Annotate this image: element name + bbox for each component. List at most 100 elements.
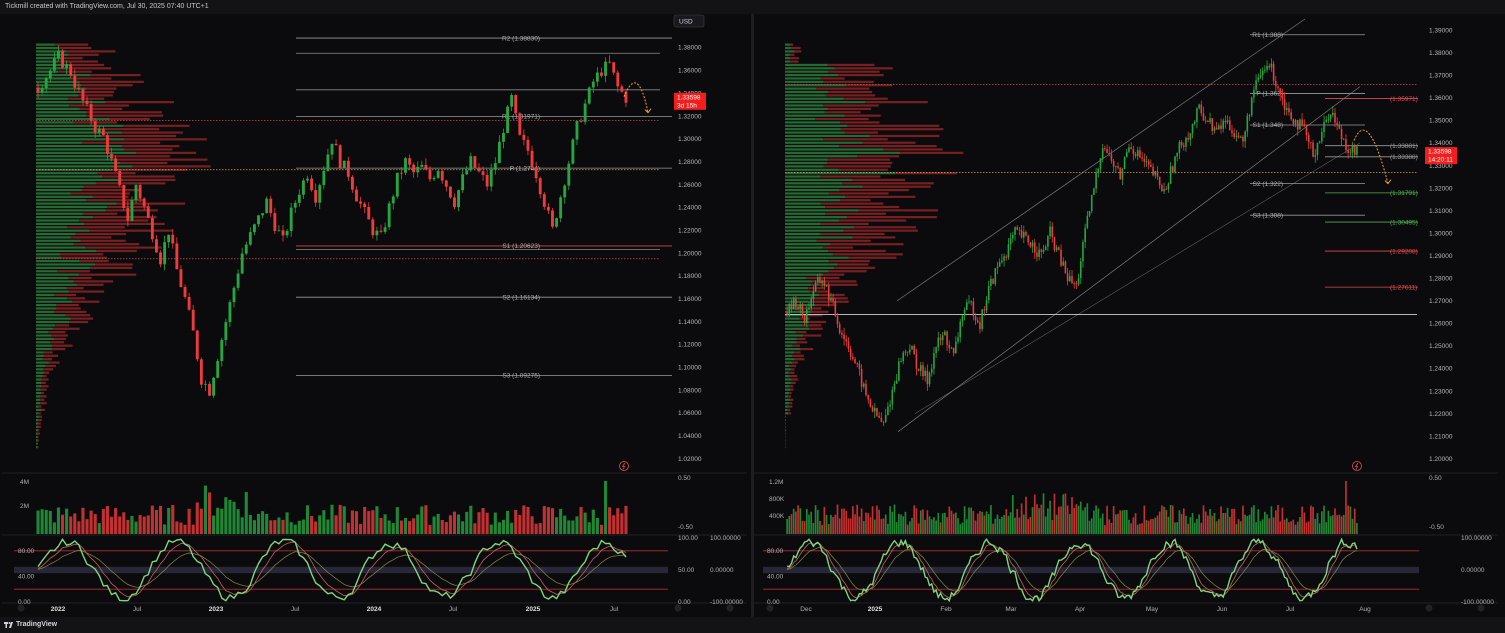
left-candle: [273, 207, 277, 234]
right-volume-bar: [1055, 514, 1058, 534]
right-volume-bar: [1274, 510, 1277, 534]
left-candle: [285, 229, 289, 238]
right-candle: [1009, 232, 1012, 251]
dual-chart-canvas[interactable]: R2 (1.38830)R1 (1.31971)P (1.2744)S1 (1.…: [0, 14, 1505, 617]
left-candle: [114, 155, 118, 172]
right-volume-bar: [972, 510, 975, 534]
right-candle: [1167, 182, 1170, 193]
left-volume-profile-down-bar: [75, 232, 127, 236]
left-candle: [567, 160, 571, 191]
right-volume-profile-up-bar: [785, 358, 795, 361]
right-candle: [832, 293, 834, 305]
right-candle-body: [1200, 104, 1203, 114]
right-candle-body: [1248, 115, 1251, 116]
right-candle: [1325, 115, 1328, 123]
right-candle: [1351, 141, 1354, 159]
left-volume-profile-down-bar: [41, 408, 45, 412]
right-level-label: (1.35971): [1390, 96, 1418, 103]
left-flash-icon: [619, 461, 629, 471]
left-volume-profile-down-bar: [67, 67, 112, 70]
left-time-axis-tick: Jul: [449, 606, 458, 613]
right-volume-profile-up-bar: [785, 57, 790, 60]
right-candle: [926, 364, 929, 391]
left-volume-bar: [518, 514, 522, 534]
right-candle-body: [1215, 127, 1218, 130]
left-candle: [57, 45, 60, 62]
right-volume-bar: [1033, 494, 1036, 534]
left-volume-bar: [44, 509, 48, 534]
left-candle-body: [69, 64, 73, 76]
right-candle: [1044, 244, 1047, 251]
right-volume-profile-up-bar: [785, 182, 843, 185]
right-candle-body: [915, 354, 918, 369]
right-candle-body: [1349, 152, 1352, 154]
right-candle: [1038, 242, 1040, 261]
left-volume-profile-down-bar: [86, 87, 117, 90]
right-candle-body: [1075, 283, 1078, 285]
left-volume-profile-up-bar: [36, 341, 51, 344]
right-volume-bar: [981, 511, 983, 534]
right-candle: [1347, 145, 1349, 159]
footer-brand: TradingView: [16, 621, 58, 628]
right-candle: [1268, 63, 1271, 71]
right-candle: [930, 363, 933, 377]
right-candle-body: [1073, 283, 1075, 285]
left-candle: [130, 196, 134, 222]
left-volume-bar: [481, 507, 485, 534]
right-candle: [1106, 144, 1108, 154]
right-volume-bar: [1248, 514, 1251, 534]
right-volume-bar: [1345, 480, 1347, 534]
right-volume-profile-up-bar: [785, 70, 829, 73]
right-candle-body: [1239, 136, 1242, 138]
right-candle-body: [1342, 139, 1345, 141]
left-volume-bar: [583, 512, 587, 534]
right-candle: [922, 361, 924, 380]
right-volume-bar: [1156, 515, 1159, 534]
left-candle: [281, 224, 285, 242]
footer-bar: TradingView: [0, 617, 1505, 633]
left-candle: [40, 84, 44, 95]
right-candle: [915, 348, 918, 376]
right-flash-icon: [1352, 461, 1362, 471]
left-pivot-label: P (1.2744): [510, 165, 540, 172]
right-volume-profile-down-bar: [790, 388, 794, 391]
right-price-axis-tick: 1.20000: [1429, 456, 1453, 463]
left-volume-bar: [354, 511, 359, 534]
right-candle: [1134, 151, 1137, 159]
right-candle-body: [1060, 249, 1062, 266]
right-volume-profile-up-bar: [785, 97, 844, 100]
left-volume-profile-up-bar: [36, 266, 90, 269]
right-candle: [1228, 116, 1231, 131]
panel-divider[interactable]: [751, 14, 754, 617]
left-candle-body: [40, 88, 44, 93]
left-candle: [551, 208, 554, 229]
right-candle-body: [1077, 278, 1080, 285]
left-volume-profile-down-bar: [56, 307, 81, 310]
left-candle: [428, 166, 432, 182]
right-volume-profile-down-bar: [865, 101, 928, 104]
right-volume-profile-down-bar: [788, 412, 791, 415]
left-candle-body: [453, 197, 456, 208]
left-candle: [387, 201, 391, 230]
left-candle: [334, 139, 338, 146]
right-volume-bar: [797, 505, 799, 534]
left-candle-body: [404, 158, 407, 173]
left-candle-body: [301, 180, 305, 195]
right-volume-bar: [1114, 514, 1117, 534]
right-candle: [1340, 124, 1343, 147]
left-volume-bar: [363, 506, 367, 534]
left-volume-bar: [265, 513, 269, 534]
right-candle-body: [827, 285, 830, 301]
right-volume-bar: [1272, 517, 1275, 534]
right-volume-profile-down-bar: [819, 293, 845, 297]
right-volume-bar: [1218, 519, 1220, 534]
left-candle-body: [481, 171, 485, 175]
right-volume-bar: [1119, 510, 1122, 534]
right-candle: [1130, 142, 1132, 150]
right-candle: [893, 380, 896, 393]
left-candle: [81, 88, 85, 106]
right-level-label: (1.33388): [1390, 154, 1418, 161]
right-candle: [917, 368, 920, 372]
right-candle-body: [1268, 66, 1271, 68]
left-volume-profile-down-bar: [42, 358, 52, 361]
